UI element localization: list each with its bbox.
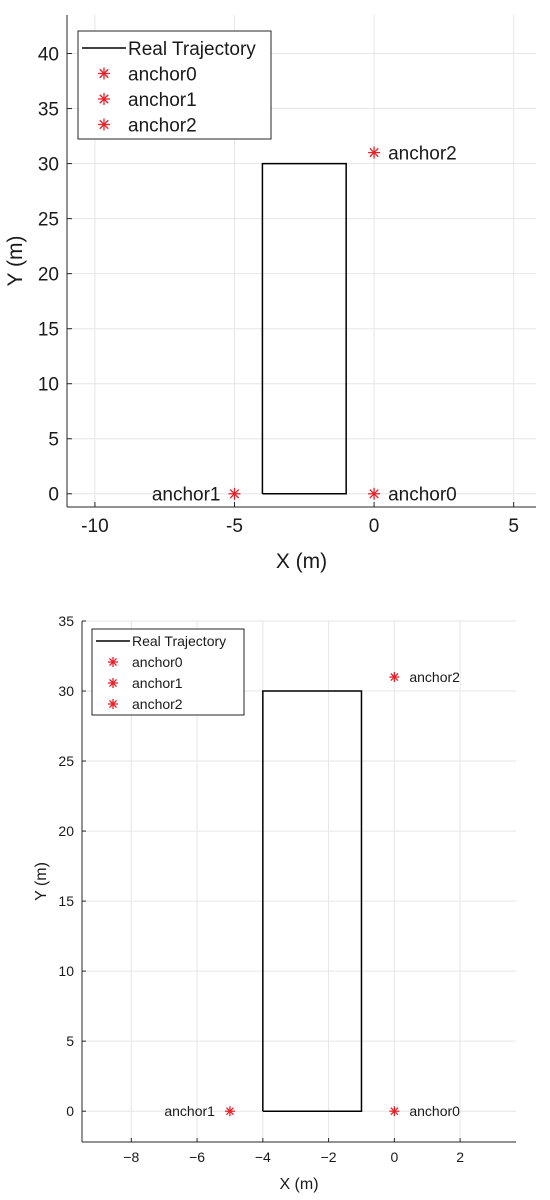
x-axis-label: X (m)	[279, 1176, 318, 1193]
y-axis-label: Y (m)	[33, 862, 50, 901]
legend-marker-swatch	[98, 93, 110, 105]
y-tick-label: 25	[38, 209, 59, 230]
legend-marker-swatch	[108, 699, 118, 709]
legend-box	[77, 30, 272, 140]
anchor-marker-stroke	[390, 1107, 399, 1116]
legend-marker-swatch-stroke	[109, 658, 117, 666]
trajectory-line	[261, 162, 347, 495]
anchor-marker-stroke	[390, 673, 399, 682]
anchor-marker	[389, 672, 400, 683]
y-tick-label: 0	[66, 1103, 74, 1119]
anchor-marker	[368, 146, 381, 159]
y-tick-label: 40	[38, 44, 59, 65]
legend-marker-swatch-stroke	[109, 679, 117, 687]
anchor-annotation: anchor0	[409, 1103, 460, 1119]
anchor-marker-stroke	[229, 489, 240, 499]
legend-entry: anchor1	[128, 90, 197, 111]
x-tick-label: -10	[81, 516, 108, 537]
anchor-annotation: anchor1	[152, 485, 221, 506]
anchor-annotation: anchor0	[388, 485, 457, 506]
anchor-annotation: anchor1	[164, 1103, 215, 1119]
plot-bottom: −8 −6 −4 −2 0 205101520253035anchor0anchor1an…	[33, 613, 516, 1193]
x-tick-label: −6	[189, 1149, 205, 1165]
legend-entry: Real Trajectory	[128, 39, 256, 60]
legend: Real Trajectory anchor0 anchor1 anchor2	[77, 30, 272, 140]
y-tick-label: 5	[66, 1033, 74, 1049]
legend-entry: anchor2	[132, 696, 183, 712]
legend-entry: anchor0	[128, 64, 197, 85]
y-tick-label: 15	[38, 320, 59, 341]
trajectory-line	[262, 690, 363, 1112]
legend-marker-swatch-stroke	[109, 700, 117, 708]
legend-entry: anchor1	[132, 675, 183, 691]
y-tick-label: 10	[58, 963, 74, 979]
y-tick-label: 20	[58, 823, 74, 839]
y-tick-label: 35	[38, 99, 59, 120]
legend-marker-swatch-stroke	[99, 68, 109, 79]
anchor-marker	[228, 487, 241, 500]
y-tick-label: 30	[58, 683, 74, 699]
anchor-marker	[389, 1106, 400, 1117]
legend-marker-swatch	[98, 67, 110, 80]
anchor-marker-stroke	[369, 489, 379, 499]
x-tick-label: -5	[226, 516, 243, 537]
y-tick-label: 20	[38, 264, 59, 285]
legend-marker-swatch	[98, 118, 110, 131]
y-tick-label: 0	[48, 485, 59, 506]
anchor-annotation: anchor2	[409, 669, 460, 685]
x-tick-label: 5	[508, 516, 519, 537]
y-axis-label: Y (m)	[4, 236, 27, 287]
y-tick-label: 10	[38, 375, 59, 396]
anchor-annotation: anchor2	[388, 143, 457, 164]
y-tick-label: 5	[48, 430, 59, 451]
legend-marker-swatch	[108, 678, 118, 688]
x-tick-label: 0	[390, 1149, 398, 1165]
x-tick-label: 2	[456, 1149, 464, 1165]
x-tick-label: 0	[369, 516, 380, 537]
legend-entry: anchor2	[128, 115, 197, 136]
y-tick-label: 15	[58, 893, 74, 909]
legend-marker-swatch-stroke	[99, 119, 109, 130]
anchor-marker	[224, 1106, 235, 1117]
x-tick-label: −4	[255, 1149, 271, 1165]
x-axis-label: X (m)	[276, 550, 327, 573]
legend-entry: anchor0	[132, 654, 183, 670]
legend-entry: Real Trajectory	[132, 633, 226, 649]
x-tick-label: −2	[321, 1149, 337, 1165]
y-tick-label: 35	[58, 613, 74, 629]
y-tick-label: 25	[58, 753, 74, 769]
x-tick-label: −8	[123, 1149, 139, 1165]
legend-box	[91, 628, 245, 716]
anchor-marker	[368, 487, 381, 500]
y-tick-label: 30	[38, 154, 59, 175]
anchor-marker-stroke	[225, 1107, 234, 1116]
legend: Real Trajectory anchor0 anchor1 anchor2	[91, 628, 245, 716]
plot-top: -10 -5 0 5 0 5 10 15 20 25 30 35 40 anchor0 anchor1 anc…	[4, 15, 536, 573]
legend-marker-swatch	[108, 657, 118, 667]
legend-marker-swatch-stroke	[99, 94, 109, 104]
anchor-marker-stroke	[369, 147, 379, 158]
